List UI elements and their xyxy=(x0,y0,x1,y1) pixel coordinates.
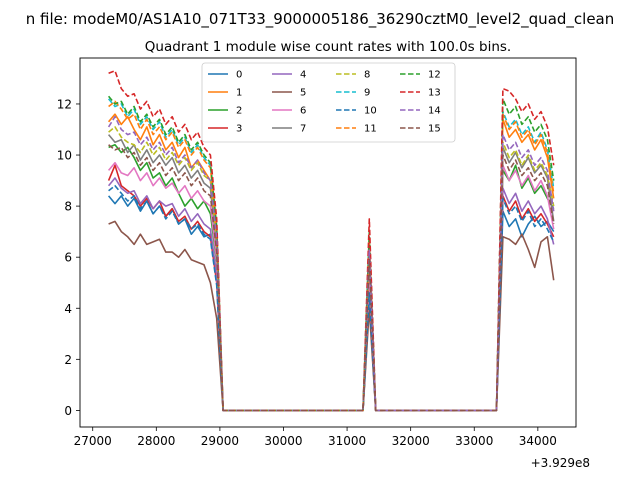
legend-label-9: 9 xyxy=(364,88,370,99)
legend-label-4: 4 xyxy=(300,70,306,81)
chart-title: Quadrant 1 module wise count rates with … xyxy=(145,39,511,55)
series-line-2 xyxy=(108,144,555,412)
y-tick-label: 12 xyxy=(57,97,72,111)
figure-suptitle: n file: modeM0/AS1A10_071T33_9000005186_… xyxy=(26,10,615,29)
x-tick-label: 29000 xyxy=(201,434,239,448)
series-line-15 xyxy=(108,144,555,412)
series-line-3 xyxy=(107,164,555,412)
y-tick-label: 8 xyxy=(64,200,72,214)
series-layer xyxy=(107,70,555,412)
series-line-5 xyxy=(108,220,555,412)
series-line-9 xyxy=(107,98,555,412)
legend-label-13: 13 xyxy=(428,88,441,99)
series-line-4 xyxy=(107,177,555,412)
y-tick-label: 2 xyxy=(64,353,72,367)
y-axis: 0 2 4 6 8 10 12 xyxy=(57,97,80,418)
legend-label-10: 10 xyxy=(364,106,377,117)
series-line-11 xyxy=(108,100,555,412)
x-tick-label: 30000 xyxy=(264,434,302,448)
legend-label-8: 8 xyxy=(364,70,370,81)
series-line-7 xyxy=(107,134,555,412)
legend-frame xyxy=(201,62,456,143)
legend-label-2: 2 xyxy=(236,106,242,117)
x-axis-offset-label: +3.929e8 xyxy=(531,456,590,470)
y-tick-label: 10 xyxy=(57,149,72,163)
legend-label-14: 14 xyxy=(428,106,441,117)
legend-label-6: 6 xyxy=(300,106,306,117)
y-tick-label: 6 xyxy=(64,251,72,265)
y-tick-label: 0 xyxy=(64,404,72,418)
legend-label-7: 7 xyxy=(300,124,306,135)
legend-label-5: 5 xyxy=(300,88,306,99)
legend-label-11: 11 xyxy=(364,124,377,135)
legend-label-15: 15 xyxy=(428,124,441,135)
series-line-10 xyxy=(108,184,555,412)
series-line-14 xyxy=(107,115,555,412)
series-line-0 xyxy=(107,195,555,412)
legend-label-12: 12 xyxy=(428,70,441,81)
x-tick-label: 33000 xyxy=(455,434,493,448)
x-tick-label: 28000 xyxy=(137,434,175,448)
y-tick-label: 4 xyxy=(64,302,72,316)
x-tick-label: 27000 xyxy=(74,434,112,448)
series-line-13 xyxy=(108,70,555,412)
series-line-8 xyxy=(108,126,555,412)
legend-label-1: 1 xyxy=(236,88,242,99)
x-tick-label: 32000 xyxy=(392,434,430,448)
x-axis: 27000 28000 29000 30000 31000 32000 33000 34000 xyxy=(74,427,557,448)
series-line-6 xyxy=(107,161,555,412)
series-line-12 xyxy=(107,95,555,412)
legend-label-0: 0 xyxy=(236,70,242,81)
plot-frame xyxy=(79,57,577,428)
x-tick-label: 31000 xyxy=(328,434,366,448)
x-tick-label: 34000 xyxy=(519,434,557,448)
legend-label-3: 3 xyxy=(236,124,242,135)
